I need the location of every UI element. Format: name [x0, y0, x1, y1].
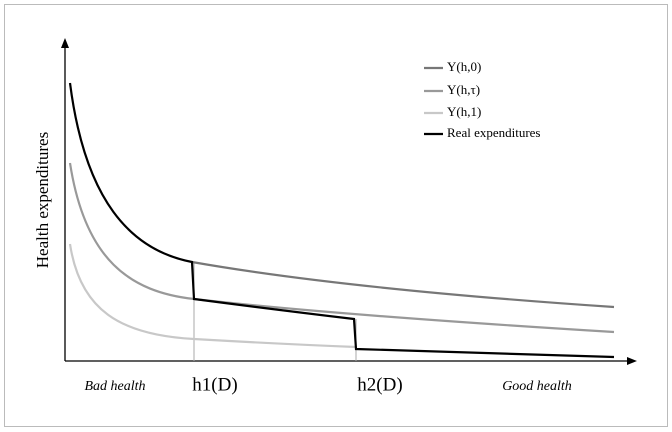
legend: Y(h,0) Y(h,τ) Y(h,1) Real expenditures — [424, 59, 541, 140]
curve-y-h1 — [68, 243, 357, 349]
x-label: Bad health — [84, 379, 145, 394]
curve-y-h0 — [191, 260, 615, 309]
frame — [4, 4, 668, 427]
y-axis-label: Health expenditures — [33, 132, 52, 268]
legend-label: Y(h,1) — [447, 104, 481, 119]
x-arrow — [627, 357, 637, 365]
x-label: h1(D) — [192, 374, 237, 395]
y-arrow — [61, 38, 69, 48]
x-label: h2(D) — [357, 374, 402, 395]
legend-label: Real expenditures — [447, 125, 541, 140]
legend-label: Y(h,τ) — [447, 82, 480, 97]
curve-real — [68, 82, 615, 359]
x-label: Good health — [502, 379, 572, 394]
axes — [64, 44, 630, 362]
legend-label: Y(h,0) — [447, 59, 481, 74]
